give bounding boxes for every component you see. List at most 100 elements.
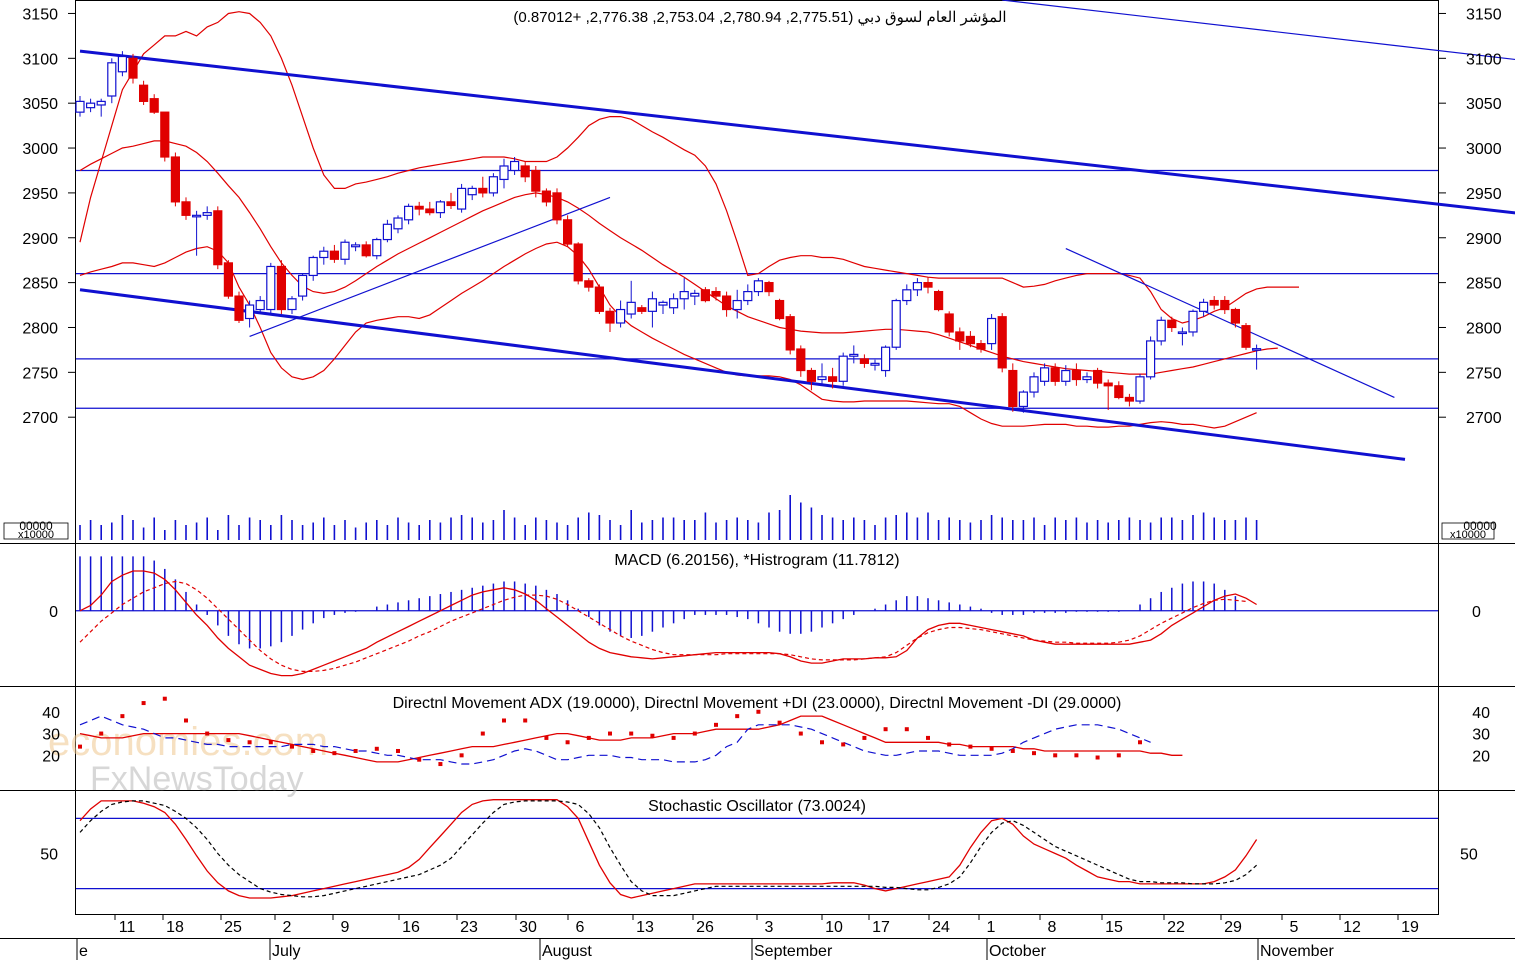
x-axis-month-label: September: [754, 943, 833, 960]
candle-up: [499, 165, 509, 181]
minus-di-point: [544, 735, 549, 740]
candle-up: [382, 223, 392, 241]
minus-di-point: [1095, 755, 1100, 760]
plus-di-line: [79, 715, 1151, 765]
candle-up: [457, 187, 467, 210]
price-y-tick-left: 3000: [22, 141, 58, 158]
trendline: [79, 49, 1515, 215]
x-axis-month-label: August: [542, 943, 592, 960]
candle-up: [467, 187, 477, 196]
minus-di-point: [226, 738, 231, 743]
candle-down: [933, 290, 944, 311]
minus-di-point: [396, 748, 400, 753]
x-axis-month-label: October: [989, 943, 1047, 960]
x-axis-day-label: 16: [402, 919, 420, 936]
x-axis-day-label: 2: [283, 919, 292, 936]
price-y-tick-left: 3100: [22, 51, 58, 68]
minus-di-point: [1116, 753, 1121, 758]
adx-y-tick-right: 20: [1472, 748, 1490, 765]
candle-up: [1188, 310, 1198, 333]
minus-di-point: [120, 714, 125, 719]
volume-tick-label-right: 00000: [1463, 519, 1497, 533]
candle-down: [796, 348, 806, 372]
stochastic-k-line: [79, 799, 1258, 899]
stochastic-y-tick-right: 50: [1460, 847, 1478, 864]
minus-di-point: [629, 731, 634, 736]
volume-scale-right: 00000 x10000: [1441, 519, 1497, 541]
candle-down: [1124, 396, 1135, 402]
candle-up: [1061, 369, 1071, 382]
price-y-tick-left: 3150: [22, 6, 58, 23]
x-axis-month-label: e: [79, 943, 88, 960]
minus-di-point: [714, 722, 718, 727]
minus-di-point: [968, 744, 973, 749]
price-chart-title: المؤشر العام لسوق دبي (2,775.51, 2,780.9…: [513, 9, 1006, 26]
candle-up: [626, 301, 636, 315]
x-axis-day-label: 5: [1290, 919, 1299, 936]
candle-up: [1145, 340, 1156, 378]
candle-up: [1251, 348, 1262, 351]
minus-di-point: [841, 742, 846, 747]
candle-down: [594, 286, 605, 312]
candle-up: [404, 205, 414, 221]
minus-di-point: [862, 735, 867, 740]
candle-down: [1230, 308, 1241, 324]
price-y-tick-right: 2900: [1466, 231, 1502, 248]
candle-up: [96, 100, 106, 106]
candle-down: [128, 57, 138, 79]
minus-di-point: [608, 731, 612, 736]
price-y-tick-right: 2850: [1466, 276, 1502, 293]
minus-di-point: [141, 701, 146, 706]
candle-up: [488, 176, 498, 194]
x-axis-day-label: 3: [765, 919, 774, 936]
candle-down: [700, 289, 711, 302]
candle-down: [541, 190, 552, 203]
price-y-tick-left: 3050: [22, 96, 58, 113]
minus-di-point: [1074, 753, 1079, 758]
stochastic-d-line: [79, 800, 1257, 898]
minus-di-point: [78, 744, 82, 749]
candle-up: [319, 250, 329, 259]
candle-down: [1167, 319, 1177, 329]
candle-down: [170, 156, 180, 203]
bollinger-upper-line: [79, 11, 1299, 324]
candle-down: [1114, 385, 1124, 399]
x-axis-day-label: 24: [932, 919, 950, 936]
candle-down: [234, 295, 244, 321]
volume-scale-left: 00000 x10000: [3, 519, 69, 541]
minus-di-point: [502, 718, 506, 723]
x-axis-day-label: 12: [1343, 919, 1361, 936]
volume-tick-label-left: 00000: [19, 519, 53, 533]
candle-up: [849, 353, 859, 357]
minus-di-point: [353, 748, 358, 753]
minus-di-point: [1053, 753, 1058, 758]
candle-down: [584, 280, 594, 288]
x-axis-day-label: 17: [872, 919, 890, 936]
candle-up: [340, 241, 350, 260]
price-y-tick-right: 2950: [1466, 186, 1502, 203]
candle-down: [774, 299, 785, 320]
bollinger-lower-line: [79, 241, 1257, 429]
candle-up: [1156, 319, 1166, 342]
candle-up: [1177, 331, 1188, 335]
candle-down: [721, 295, 732, 311]
candle-down: [806, 369, 817, 382]
adx-y-tick-left: 20: [42, 748, 60, 765]
candle-up: [85, 102, 96, 109]
minus-di-point: [184, 718, 188, 723]
candle-down: [764, 282, 774, 293]
candle-down: [1209, 299, 1219, 306]
candle-up: [817, 376, 827, 381]
minus-di-point: [883, 727, 888, 732]
candle-up: [1198, 301, 1209, 312]
price-y-tick-left: 2750: [22, 365, 58, 382]
minus-di-point: [777, 720, 782, 725]
minus-di-point: [1138, 740, 1142, 745]
minus-di-point: [565, 740, 570, 745]
candle-up: [255, 299, 265, 311]
candle-down: [414, 205, 424, 210]
x-axis-day-label: 9: [341, 919, 350, 936]
candle-up: [753, 280, 764, 293]
